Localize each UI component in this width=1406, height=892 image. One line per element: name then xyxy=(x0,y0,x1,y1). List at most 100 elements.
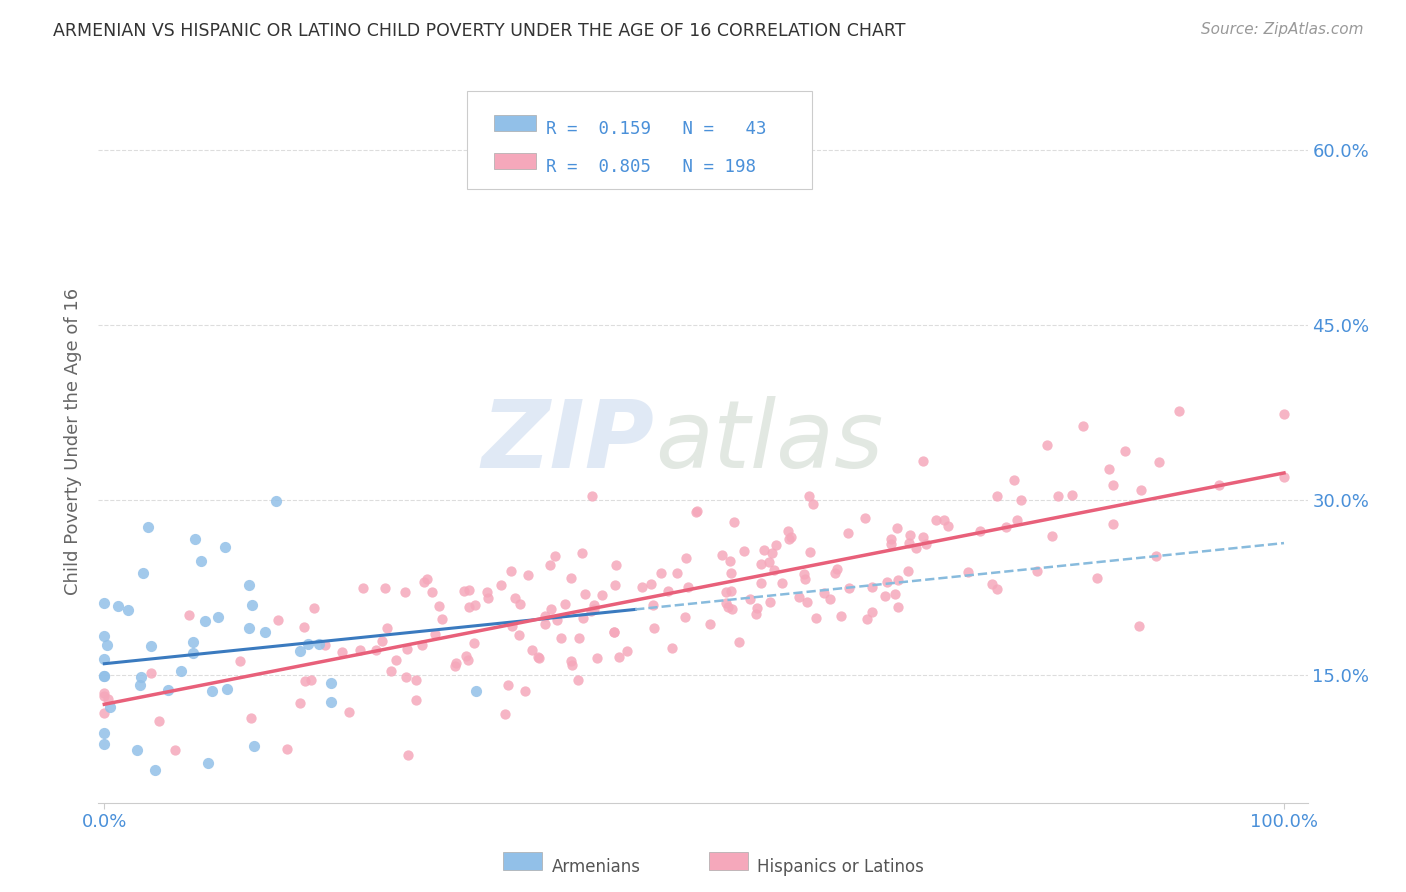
Point xyxy=(605,558,627,573)
Point xyxy=(796,594,818,608)
Point xyxy=(583,601,606,615)
Point xyxy=(499,565,522,579)
Y-axis label: Child Poverty Under the Age of 16: Child Poverty Under the Age of 16 xyxy=(63,288,82,595)
Point xyxy=(163,743,186,757)
FancyBboxPatch shape xyxy=(494,115,536,130)
Point xyxy=(661,641,683,656)
Point xyxy=(93,737,115,751)
Point xyxy=(308,638,330,652)
Point xyxy=(299,673,322,687)
Point xyxy=(1071,418,1094,433)
Point xyxy=(793,567,815,582)
Point xyxy=(721,601,744,615)
Point xyxy=(824,566,846,580)
Point xyxy=(522,643,544,657)
Point xyxy=(394,670,416,684)
Point xyxy=(243,739,266,753)
Point xyxy=(856,612,879,626)
Point xyxy=(986,490,1008,504)
Point xyxy=(503,591,526,606)
Point xyxy=(752,542,775,557)
Point xyxy=(581,489,603,503)
Point xyxy=(765,538,787,552)
Point xyxy=(603,578,626,592)
Point xyxy=(183,532,205,546)
Point xyxy=(718,554,741,568)
Point xyxy=(657,584,679,599)
Point xyxy=(93,689,115,703)
Point xyxy=(337,705,360,719)
Text: R =  0.159   N =   43: R = 0.159 N = 43 xyxy=(546,120,766,138)
Point xyxy=(761,546,783,560)
Point xyxy=(560,654,582,668)
Text: atlas: atlas xyxy=(655,396,883,487)
Point xyxy=(544,549,567,564)
Point xyxy=(685,505,707,519)
Point xyxy=(240,598,263,612)
Point xyxy=(516,568,538,582)
Point xyxy=(911,454,934,468)
Point xyxy=(830,609,852,624)
Point xyxy=(723,516,745,530)
Point xyxy=(375,621,398,635)
Point xyxy=(886,521,908,535)
Point xyxy=(860,580,883,594)
Point xyxy=(93,819,115,833)
Point xyxy=(453,583,475,598)
Point xyxy=(995,520,1018,534)
Point xyxy=(396,642,419,657)
Point xyxy=(136,520,159,534)
Point xyxy=(314,638,336,652)
Point xyxy=(515,684,537,698)
Point xyxy=(139,666,162,681)
Point xyxy=(489,578,512,592)
Point xyxy=(132,566,155,581)
Point xyxy=(458,582,481,597)
Point xyxy=(494,706,516,721)
Point xyxy=(416,572,439,586)
Point xyxy=(457,600,479,615)
Point xyxy=(477,585,499,599)
Point xyxy=(93,686,115,700)
Point xyxy=(527,651,550,665)
Point xyxy=(194,614,217,628)
Point xyxy=(641,598,664,612)
Point xyxy=(759,595,782,609)
Point xyxy=(427,599,450,613)
Point xyxy=(673,610,696,624)
Point xyxy=(181,646,204,660)
FancyBboxPatch shape xyxy=(467,91,811,189)
Point xyxy=(464,684,486,698)
Point xyxy=(288,644,311,658)
Point xyxy=(509,597,531,611)
Point xyxy=(294,674,316,689)
Point xyxy=(129,678,152,692)
Point xyxy=(181,634,204,648)
Point xyxy=(297,637,319,651)
Point xyxy=(217,682,239,697)
Point xyxy=(1144,549,1167,564)
Point xyxy=(129,669,152,683)
Point xyxy=(385,652,408,666)
Point xyxy=(879,532,901,546)
Point xyxy=(1272,470,1295,484)
Point xyxy=(527,649,550,664)
Point xyxy=(1208,477,1230,491)
Point xyxy=(143,763,166,777)
Point xyxy=(444,658,467,673)
Point xyxy=(806,611,828,625)
Point xyxy=(1042,529,1064,543)
Point xyxy=(107,599,129,614)
Point xyxy=(880,537,903,551)
Point xyxy=(267,613,290,627)
Point xyxy=(897,564,920,578)
Point xyxy=(1272,408,1295,422)
Point xyxy=(420,585,443,599)
Point xyxy=(763,563,786,577)
FancyBboxPatch shape xyxy=(503,852,543,870)
Point xyxy=(572,611,595,625)
Point xyxy=(603,624,626,639)
Point xyxy=(238,577,260,591)
Point xyxy=(887,573,910,587)
Point xyxy=(371,634,394,648)
